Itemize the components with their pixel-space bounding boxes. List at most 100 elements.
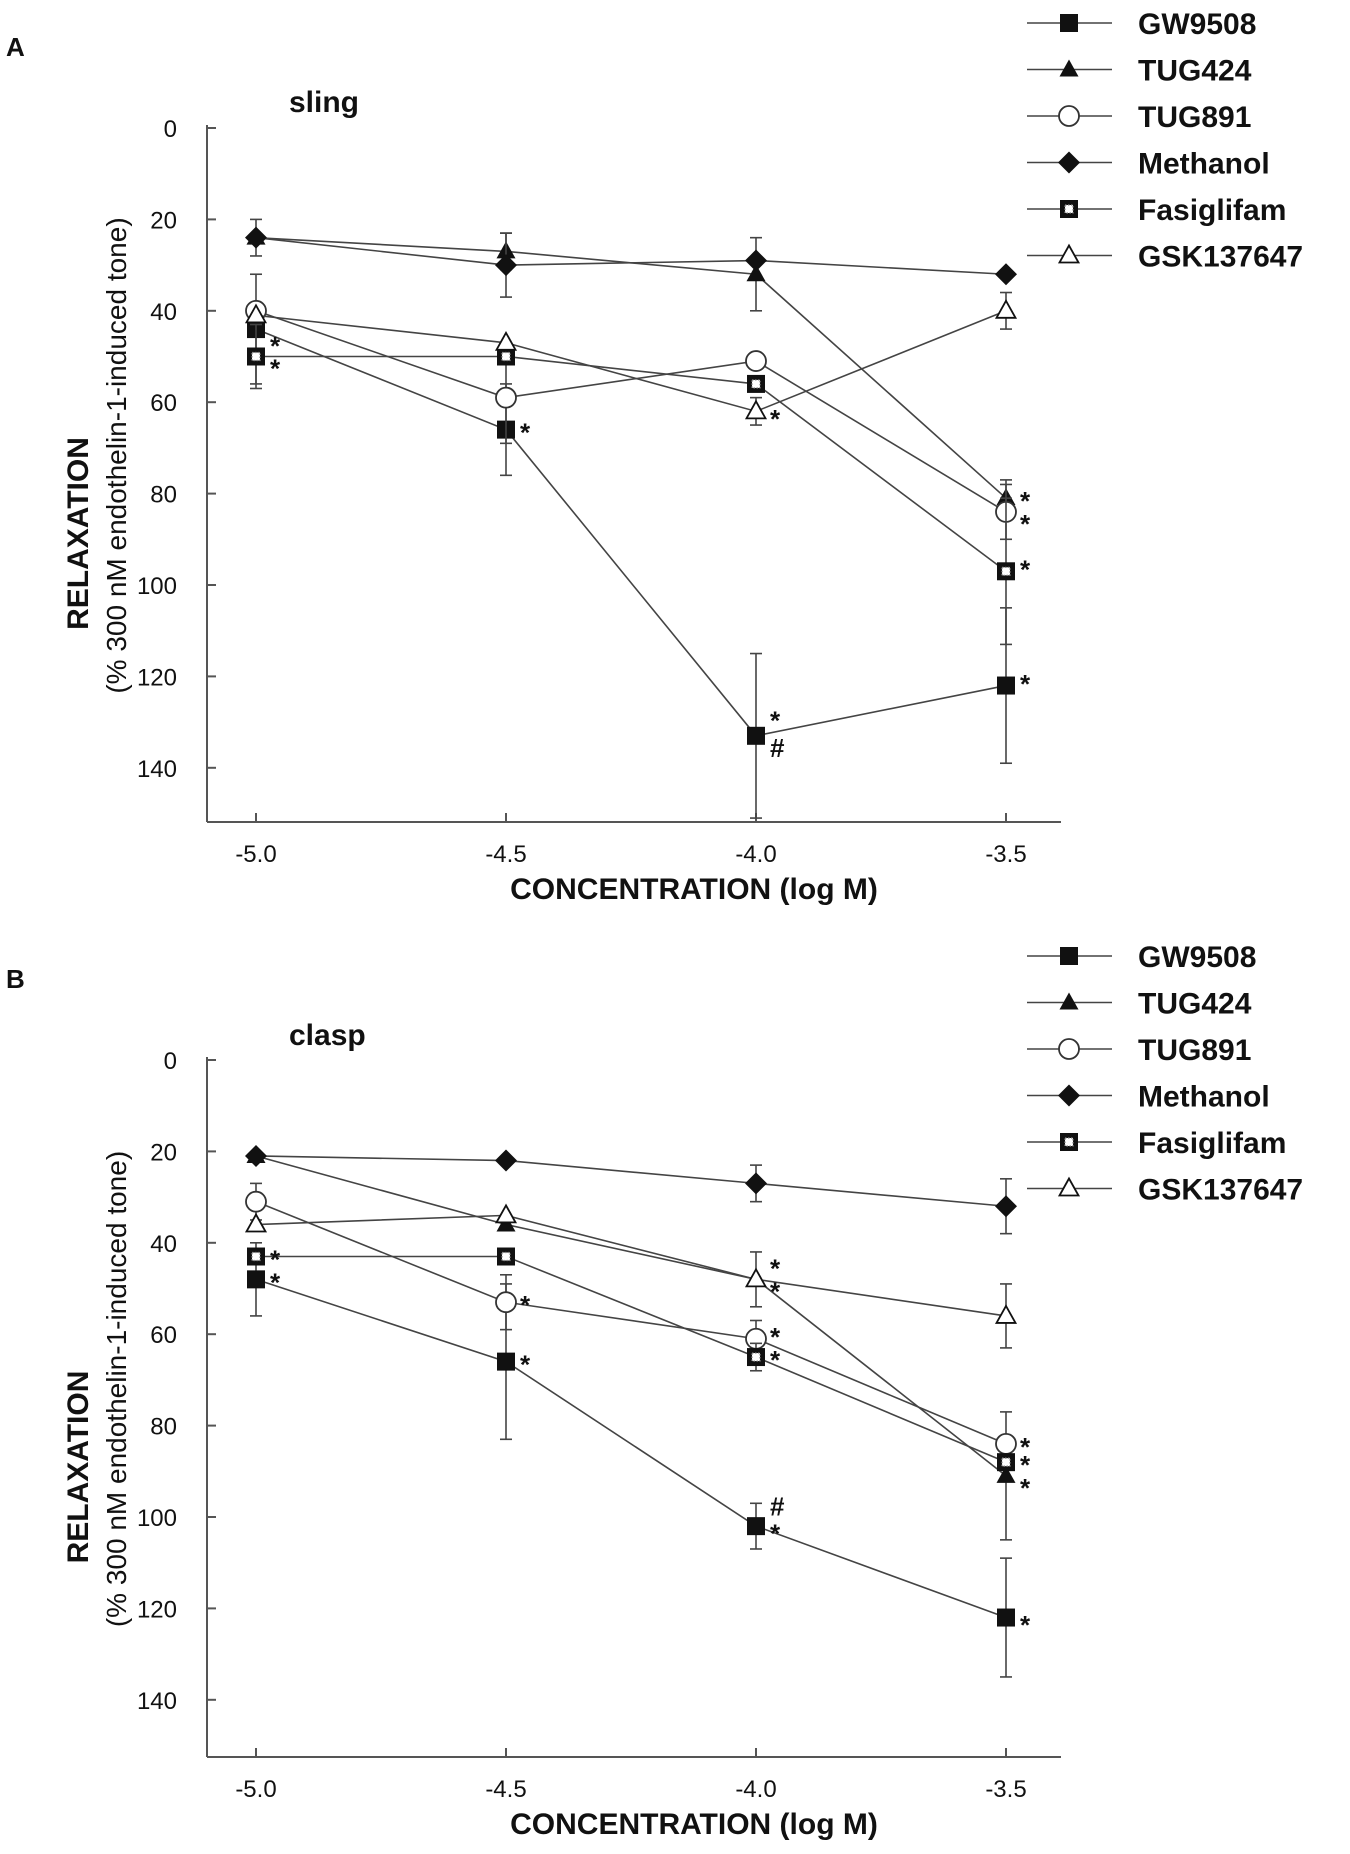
y-tick-label: 20 bbox=[150, 1139, 177, 1166]
chart-title: sling bbox=[289, 86, 359, 119]
data-point-gw9508 bbox=[497, 1352, 515, 1371]
data-point-gw9508 bbox=[247, 1270, 265, 1289]
data-point-methanol bbox=[745, 249, 767, 272]
series-line-gw9508 bbox=[255, 1278, 1007, 1619]
series-tug891 bbox=[245, 299, 1017, 541]
series-fasiglifam bbox=[247, 323, 1015, 646]
y-tick-label: 100 bbox=[137, 1505, 177, 1532]
data-point-methanol bbox=[995, 1195, 1017, 1218]
legend-label: GW9508 bbox=[1138, 941, 1256, 974]
data-point-gw9508 bbox=[747, 1517, 765, 1536]
data-point-tug891 bbox=[495, 386, 517, 409]
series-line-tug424 bbox=[255, 1155, 1007, 1477]
asterisk-annotation: * bbox=[520, 1350, 531, 1380]
asterisk-annotation: * bbox=[770, 1322, 781, 1352]
legend-marker-tug424 bbox=[1059, 992, 1079, 1010]
y-tick-label: 20 bbox=[150, 207, 177, 234]
asterisk-annotation: * bbox=[270, 331, 281, 361]
y-tick-label: 140 bbox=[137, 1688, 177, 1715]
y-tick-label: 80 bbox=[150, 482, 177, 509]
y-tick-label: 140 bbox=[137, 756, 177, 783]
series-methanol bbox=[245, 1144, 1017, 1235]
y-axis-label: RELAXATION bbox=[62, 1371, 95, 1564]
asterisk-annotation: * bbox=[520, 1290, 531, 1320]
asterisk-annotation: * bbox=[770, 1345, 781, 1375]
y-tick-label: 0 bbox=[164, 116, 177, 143]
asterisk-annotation: * bbox=[1020, 669, 1031, 699]
asterisk-annotation: * bbox=[520, 418, 531, 448]
series-methanol bbox=[245, 218, 1017, 298]
data-point-gsk137647 bbox=[244, 303, 268, 324]
data-point-fasiglifam-inner bbox=[251, 1251, 261, 1262]
data-point-gsk137647 bbox=[994, 1304, 1018, 1324]
data-point-fasiglifam-inner bbox=[751, 379, 761, 389]
data-point-gw9508 bbox=[997, 676, 1015, 695]
series-line-gsk137647 bbox=[255, 1214, 1007, 1317]
series-line-fasiglifam bbox=[256, 355, 1007, 572]
x-tick-label: -3.5 bbox=[985, 1776, 1026, 1803]
data-point-tug424 bbox=[996, 1465, 1016, 1483]
data-point-fasiglifam-inner bbox=[1001, 566, 1011, 576]
y-tick-label: 80 bbox=[150, 1414, 177, 1441]
series-gsk137647 bbox=[244, 1203, 1018, 1349]
x-axis-label: CONCENTRATION (log M) bbox=[510, 1808, 878, 1841]
x-tick-label: -4.5 bbox=[485, 1776, 526, 1803]
legend-marker-methanol bbox=[1058, 1084, 1080, 1107]
panel-letter: A bbox=[6, 32, 25, 62]
series-line-gw9508 bbox=[255, 328, 1007, 737]
x-tick-label: -5.0 bbox=[235, 841, 276, 868]
x-tick-label: -3.5 bbox=[985, 841, 1026, 868]
series-line-tug891 bbox=[255, 310, 1007, 513]
data-point-methanol bbox=[245, 226, 267, 249]
y-tick-label: 120 bbox=[137, 1596, 177, 1623]
x-tick-label: -4.5 bbox=[485, 841, 526, 868]
series-line-methanol bbox=[255, 236, 1007, 276]
asterisk-annotation: * bbox=[770, 1519, 781, 1549]
data-point-tug891 bbox=[495, 1291, 517, 1314]
series-gw9508 bbox=[247, 1242, 1015, 1678]
series-gsk137647 bbox=[244, 291, 1018, 426]
y-tick-label: 120 bbox=[137, 664, 177, 691]
asterisk-annotation: * bbox=[270, 1267, 281, 1297]
legend-label: Methanol bbox=[1138, 1081, 1270, 1114]
legend-label: TUG424 bbox=[1138, 988, 1252, 1021]
data-point-methanol bbox=[745, 1172, 767, 1195]
y-tick-label: 60 bbox=[150, 1322, 177, 1349]
series-line-methanol bbox=[255, 1155, 1007, 1208]
x-axis-label: CONCENTRATION (log M) bbox=[510, 873, 878, 906]
legend-label: TUG891 bbox=[1138, 1034, 1251, 1067]
asterisk-annotation: * bbox=[770, 706, 781, 736]
series-fasiglifam bbox=[247, 1247, 1015, 1472]
data-point-tug891 bbox=[995, 1432, 1017, 1455]
asterisk-annotation: * bbox=[770, 404, 781, 434]
legend: GW9508 TUG424 TUG891 Methanol Fasiglifam GSK1… bbox=[1027, 941, 1303, 1207]
asterisk-annotation: * bbox=[770, 1277, 781, 1307]
asterisk-annotation: * bbox=[770, 1254, 781, 1284]
data-point-tug891 bbox=[245, 1190, 267, 1213]
legend-marker-gw9508 bbox=[1060, 14, 1078, 32]
series-line-tug424 bbox=[255, 236, 1007, 499]
legend-label: Methanol bbox=[1138, 148, 1270, 181]
asterisk-annotation: * bbox=[1020, 1432, 1031, 1462]
legend-marker-fasiglifam-inner bbox=[1064, 1137, 1074, 1147]
asterisk-annotation: * bbox=[1020, 509, 1031, 539]
asterisk-annotation: * bbox=[270, 354, 281, 384]
y-tick-label: 40 bbox=[150, 299, 177, 326]
asterisk-annotation: * bbox=[1020, 555, 1031, 585]
data-point-methanol bbox=[495, 254, 517, 277]
legend: GW9508 TUG424 TUG891 Methanol Fasiglifam GSK1… bbox=[1027, 8, 1303, 274]
chart-title: clasp bbox=[289, 1019, 366, 1052]
x-tick-label: -5.0 bbox=[235, 1776, 276, 1803]
y-axis-label: RELAXATION bbox=[62, 437, 95, 630]
legend-marker-gw9508 bbox=[1060, 947, 1078, 965]
data-point-gsk137647 bbox=[744, 399, 768, 420]
data-point-gsk137647 bbox=[994, 298, 1018, 319]
legend-marker-methanol bbox=[1058, 151, 1080, 174]
data-point-tug424 bbox=[746, 264, 766, 282]
data-point-fasiglifam-inner bbox=[501, 351, 511, 362]
data-point-gsk137647 bbox=[244, 1212, 268, 1233]
x-tick-label: -4.0 bbox=[735, 1776, 776, 1803]
